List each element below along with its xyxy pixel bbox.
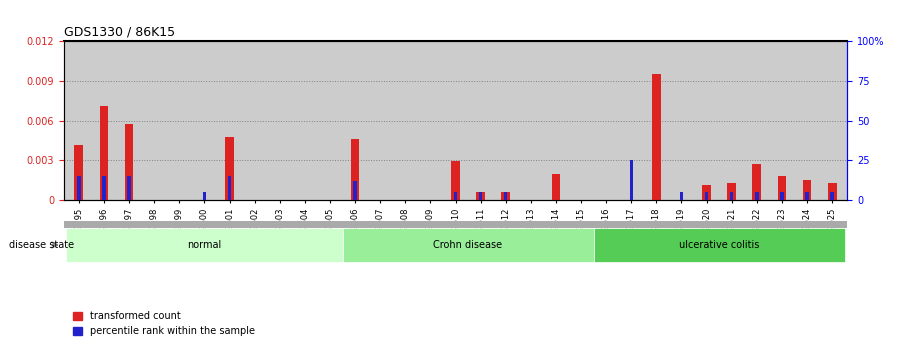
- Bar: [831, 192, 834, 200]
- Bar: [75, 145, 83, 200]
- Bar: [451, 161, 460, 200]
- Bar: [454, 192, 457, 200]
- Bar: [803, 180, 812, 200]
- Text: Crohn disease: Crohn disease: [434, 240, 503, 250]
- Bar: [828, 183, 836, 200]
- Bar: [752, 164, 762, 200]
- Bar: [479, 192, 482, 200]
- Bar: [504, 192, 507, 200]
- Bar: [99, 106, 108, 200]
- Bar: [228, 176, 231, 200]
- Bar: [778, 176, 786, 200]
- Text: normal: normal: [188, 240, 221, 250]
- Text: GDS1330 / 86K15: GDS1330 / 86K15: [64, 26, 175, 39]
- Bar: [727, 183, 736, 200]
- Bar: [351, 139, 360, 200]
- Bar: [125, 124, 133, 200]
- Bar: [755, 192, 759, 200]
- Bar: [501, 192, 510, 200]
- Bar: [702, 185, 711, 200]
- Text: ulcerative colitis: ulcerative colitis: [679, 240, 760, 250]
- Bar: [353, 181, 357, 200]
- Bar: [77, 176, 80, 200]
- Bar: [630, 160, 633, 200]
- Bar: [202, 192, 206, 200]
- Legend: transformed count, percentile rank within the sample: transformed count, percentile rank withi…: [68, 307, 259, 340]
- Bar: [705, 192, 709, 200]
- Bar: [551, 174, 560, 200]
- Bar: [128, 176, 131, 200]
- Bar: [680, 192, 683, 200]
- Bar: [780, 192, 783, 200]
- Bar: [102, 176, 106, 200]
- Bar: [476, 192, 485, 200]
- Bar: [805, 192, 809, 200]
- Bar: [225, 137, 234, 200]
- Text: disease state: disease state: [9, 240, 74, 250]
- Bar: [730, 192, 733, 200]
- Bar: [652, 75, 660, 200]
